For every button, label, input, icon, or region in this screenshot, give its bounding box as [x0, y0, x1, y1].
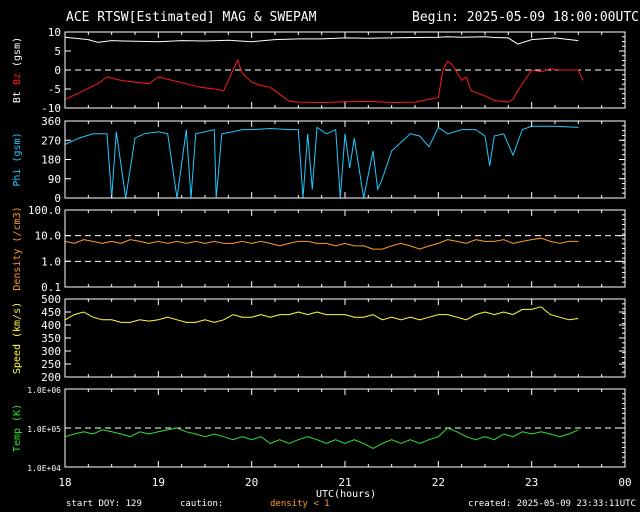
x-tick-label: 20: [245, 476, 258, 489]
y-axis-label-part: Bz: [12, 73, 23, 91]
y-axis-label: Bt Bz (gsm): [12, 37, 23, 103]
panel-frame-3: [64, 298, 626, 378]
y-tick-label: 400: [41, 319, 61, 332]
y-tick-label: -5: [48, 83, 61, 96]
y-axis-label: Density (/cm3): [12, 206, 23, 290]
x-tick-label: 18: [58, 476, 71, 489]
x-tick-label: 22: [432, 476, 445, 489]
panel-frame-1: [64, 120, 626, 199]
y-tick-label: 10.0: [35, 230, 62, 243]
y-axis-label-part: (gsm): [12, 37, 23, 73]
x-tick-label: 00: [618, 476, 631, 489]
y-tick-label: 450: [41, 306, 61, 319]
series-density-line: [64, 237, 579, 250]
series-phi-line: [64, 125, 579, 199]
series-temp-line: [64, 427, 579, 449]
y-tick-label: 0: [54, 64, 61, 77]
x-tick-label: 19: [152, 476, 165, 489]
y-tick-label: 5: [54, 45, 61, 58]
y-tick-label: 1.0: [41, 255, 61, 268]
y-tick-label: 1.0E+05: [27, 425, 61, 434]
y-tick-label: 0: [54, 192, 61, 205]
series-bz-line: [64, 58, 584, 104]
series-speed-line: [64, 306, 579, 323]
y-tick-label: 180: [41, 154, 61, 167]
y-tick-label: 300: [41, 345, 61, 358]
y-tick-label: 100.0: [28, 204, 61, 217]
y-tick-label: 1.0E+06: [27, 386, 61, 395]
y-tick-label: 90: [48, 173, 61, 186]
y-tick-label: 10: [48, 26, 61, 39]
x-axis-label: UTC(hours): [316, 489, 377, 500]
series-bt-line: [64, 36, 579, 45]
y-tick-label: 500: [41, 293, 61, 306]
created-time: created: 2025-05-09 23:33:11UTC: [468, 499, 636, 509]
panel-frame-2: [64, 209, 626, 288]
y-axis-label: Speed (km/s): [12, 302, 23, 374]
y-axis-label: Phi (gsm): [12, 132, 23, 186]
begin-time: Begin: 2025-05-09 18:00:00UTC: [412, 10, 639, 25]
caution-label: caution:: [180, 499, 224, 509]
y-tick-label: 1.0E+04: [27, 464, 61, 473]
y-tick-label: 360: [41, 115, 61, 128]
caution-text: density < 1: [270, 499, 330, 509]
y-tick-label: 270: [41, 134, 61, 147]
y-axis-label-part: Bt: [12, 91, 23, 103]
x-tick-label: 21: [338, 476, 351, 489]
y-tick-label: -10: [41, 102, 61, 115]
y-axis-label: Temp (K): [12, 404, 23, 452]
x-tick-label: 23: [525, 476, 538, 489]
chart-title: ACE RTSW[Estimated] MAG & SWEPAM: [66, 10, 317, 25]
y-tick-label: 350: [41, 332, 61, 345]
start-doy: start DOY: 129: [66, 499, 142, 509]
y-tick-label: 250: [41, 358, 61, 371]
y-tick-label: 0.1: [41, 281, 61, 294]
y-tick-label: 200: [41, 371, 61, 384]
